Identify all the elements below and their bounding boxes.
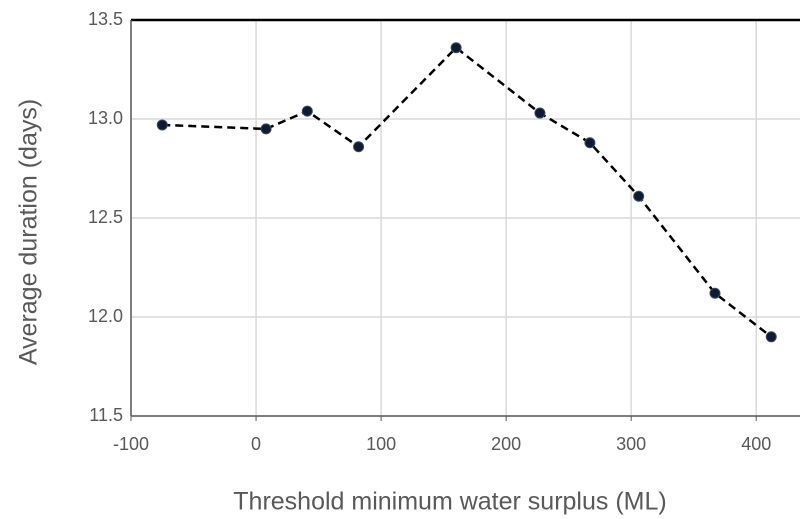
data-point: [353, 141, 365, 153]
x-tick-label: 300: [616, 434, 646, 454]
data-point: [301, 105, 313, 117]
y-tick-label: 11.5: [89, 405, 123, 425]
data-point: [260, 123, 272, 135]
y-tick-label: 13.0: [88, 108, 123, 128]
data-point: [584, 137, 596, 149]
y-tick-label: 13.5: [88, 9, 123, 29]
x-tick-label: -100: [113, 434, 149, 454]
x-tick-label: 0: [251, 434, 261, 454]
data-point: [534, 107, 546, 119]
data-point: [633, 190, 645, 202]
x-axis-label: Threshold minimum water surplus (ML): [233, 488, 666, 516]
data-line: [162, 46, 773, 338]
data-point: [765, 331, 777, 343]
data-point: [450, 42, 462, 54]
data-point: [156, 119, 168, 131]
y-tick-label: 12.0: [88, 306, 123, 326]
y-tick-label: 12.5: [88, 207, 123, 227]
x-tick-label: 400: [741, 434, 771, 454]
x-tick-label: 200: [491, 434, 521, 454]
x-tick-label: 100: [366, 434, 396, 454]
y-axis-label: Average duration (days): [15, 99, 43, 365]
data-point: [709, 287, 721, 299]
